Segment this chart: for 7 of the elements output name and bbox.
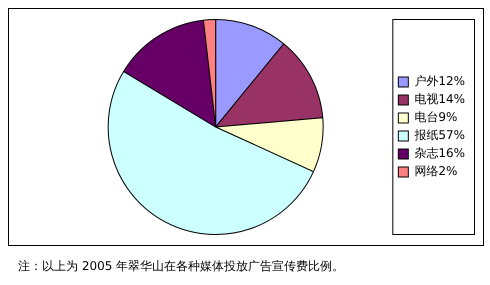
legend-label: 户外12%	[414, 74, 465, 88]
legend-label: 电台9%	[414, 110, 458, 124]
legend-label: 报纸57%	[413, 128, 465, 142]
legend-label: 杂志16%	[414, 146, 465, 160]
legend-label: 网络2%	[414, 164, 458, 178]
text: 注：以上为 2005 年翠华山在各种媒体投放广告宣传费比例。	[18, 258, 346, 275]
legend-label: 电视14%	[414, 92, 465, 106]
